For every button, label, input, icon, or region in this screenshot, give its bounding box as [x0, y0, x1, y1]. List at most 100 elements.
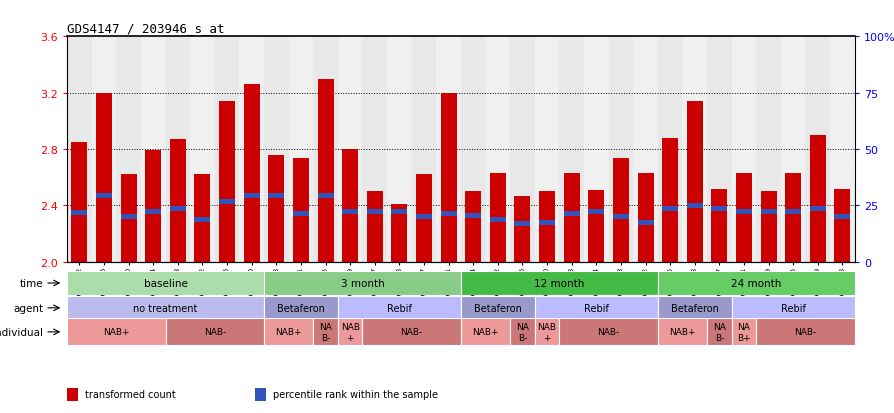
Bar: [833, 215, 849, 220]
Bar: [731, 37, 755, 262]
Text: NA
B+: NA B+: [737, 323, 750, 342]
Text: Rebif: Rebif: [780, 303, 805, 313]
Bar: [711, 189, 727, 262]
Text: NAB-: NAB-: [597, 328, 619, 337]
Bar: [760, 192, 776, 262]
Bar: [121, 175, 137, 262]
Bar: [342, 209, 358, 214]
Bar: [313, 318, 338, 346]
Bar: [264, 37, 288, 262]
Bar: [170, 140, 186, 262]
Bar: [440, 212, 456, 217]
Bar: [755, 318, 854, 346]
Text: NAB+: NAB+: [275, 328, 301, 337]
Bar: [760, 209, 776, 214]
Text: NAB+: NAB+: [669, 328, 695, 337]
Text: NAB-: NAB-: [401, 328, 422, 337]
Bar: [240, 37, 264, 262]
Bar: [317, 79, 333, 262]
Bar: [686, 102, 702, 262]
Bar: [367, 192, 383, 262]
Bar: [489, 173, 505, 262]
Text: GDS4147 / 203946_s_at: GDS4147 / 203946_s_at: [67, 21, 224, 35]
Bar: [583, 37, 608, 262]
Text: NA
B-: NA B-: [516, 323, 528, 342]
Bar: [219, 199, 235, 204]
Bar: [67, 37, 91, 262]
Bar: [141, 37, 165, 262]
Text: NAB-: NAB-: [204, 328, 225, 337]
Bar: [264, 272, 460, 295]
Text: NA
B-: NA B-: [713, 323, 725, 342]
Text: NAB+: NAB+: [103, 328, 130, 337]
Bar: [735, 209, 751, 214]
Text: percentile rank within the sample: percentile rank within the sample: [273, 389, 437, 399]
Bar: [612, 158, 628, 262]
Bar: [563, 173, 579, 262]
Bar: [288, 37, 313, 262]
Bar: [264, 318, 313, 346]
Bar: [67, 318, 165, 346]
Bar: [190, 37, 215, 262]
Text: agent: agent: [13, 303, 44, 313]
Bar: [662, 206, 678, 211]
Bar: [436, 37, 460, 262]
Bar: [559, 37, 583, 262]
Bar: [243, 194, 259, 199]
Bar: [317, 194, 333, 199]
Bar: [243, 85, 259, 262]
Text: baseline: baseline: [143, 278, 188, 288]
Bar: [219, 102, 235, 262]
Bar: [657, 272, 854, 295]
Text: Betaferon: Betaferon: [277, 303, 325, 313]
Bar: [514, 196, 530, 262]
Bar: [465, 192, 481, 262]
Bar: [681, 37, 706, 262]
Bar: [342, 150, 358, 262]
Bar: [711, 206, 727, 211]
Bar: [264, 297, 338, 320]
Bar: [784, 173, 800, 262]
Bar: [657, 37, 681, 262]
Bar: [194, 175, 210, 262]
Bar: [535, 318, 559, 346]
Bar: [829, 37, 854, 262]
Bar: [559, 318, 657, 346]
Bar: [731, 318, 755, 346]
Text: NAB
+: NAB +: [537, 323, 556, 342]
Bar: [96, 194, 112, 199]
Bar: [116, 37, 141, 262]
Bar: [535, 37, 559, 262]
Bar: [485, 37, 510, 262]
Bar: [460, 272, 657, 295]
Bar: [145, 209, 161, 214]
Bar: [587, 190, 603, 262]
Bar: [145, 151, 161, 262]
Bar: [440, 93, 456, 262]
Bar: [833, 189, 849, 262]
Bar: [538, 221, 554, 225]
Bar: [96, 93, 112, 262]
Text: individual: individual: [0, 327, 44, 337]
Bar: [165, 318, 264, 346]
Text: NAB-: NAB-: [794, 328, 815, 337]
Bar: [292, 158, 308, 262]
Bar: [780, 37, 805, 262]
Bar: [165, 37, 190, 262]
Bar: [416, 175, 432, 262]
Bar: [637, 173, 653, 262]
Text: no treatment: no treatment: [133, 303, 198, 313]
Bar: [338, 318, 362, 346]
Bar: [292, 212, 308, 217]
Bar: [194, 218, 210, 223]
Bar: [510, 37, 535, 262]
Bar: [338, 297, 460, 320]
Bar: [121, 215, 137, 220]
Bar: [731, 297, 854, 320]
Bar: [735, 173, 751, 262]
Bar: [510, 318, 535, 346]
Bar: [809, 135, 825, 262]
Text: 3 month: 3 month: [341, 278, 384, 288]
Bar: [460, 37, 485, 262]
Bar: [416, 215, 432, 220]
